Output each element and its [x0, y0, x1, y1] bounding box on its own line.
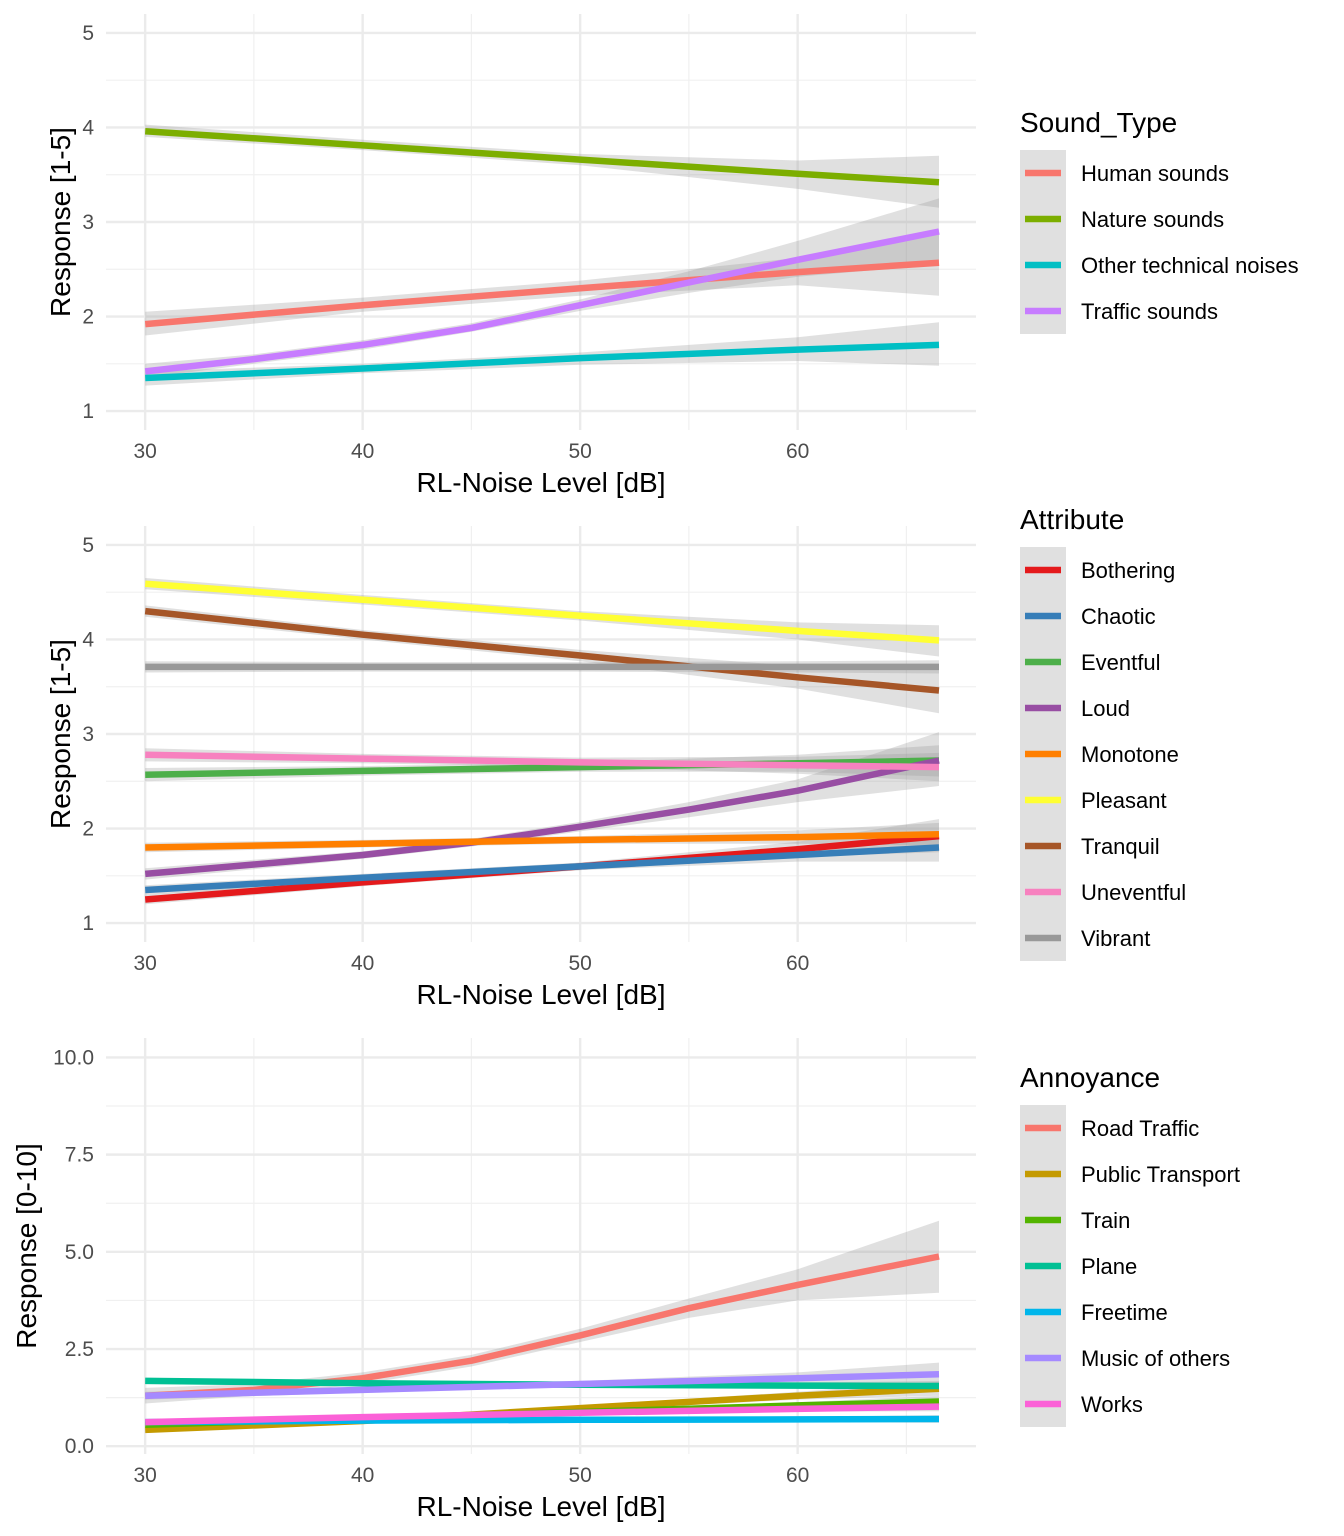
y-tick-label: 1 — [82, 912, 94, 935]
series-line-chaotic — [145, 844, 940, 894]
legend-label-human-sounds: Human sounds — [1081, 161, 1229, 186]
legend-label-freetime: Freetime — [1081, 1300, 1168, 1325]
series-line-music-of-others — [145, 1371, 940, 1399]
chart-panel-1: 30 40 50 60 1 2 3 4 5 RL-Noise Level [dB] Response… — [45, 14, 1299, 498]
legend-label-road-traffic: Road Traffic — [1081, 1116, 1199, 1141]
x-tick-label: 60 — [786, 952, 809, 975]
y-axis-title: Response [0-10] — [11, 1143, 42, 1348]
legend: Annoyance Road Traffic Public Transport Tra… — [1020, 1062, 1240, 1427]
legend-label-other-technical-noises: Other technical noises — [1081, 253, 1299, 278]
legend-label-bothering: Bothering — [1081, 558, 1175, 583]
x-tick-label: 30 — [133, 440, 156, 463]
x-tick-label: 50 — [568, 1464, 591, 1487]
y-tick-label: 5 — [82, 22, 94, 45]
x-tick-label: 50 — [568, 952, 591, 975]
y-tick-label: 3 — [82, 723, 94, 746]
legend-label-train: Train — [1081, 1208, 1130, 1233]
confidence-band-road-traffic — [145, 1220, 939, 1404]
legend-title: Attribute — [1020, 504, 1124, 535]
x-axis-title: RL-Noise Level [dB] — [416, 467, 665, 498]
legend-label-music-of-others: Music of others — [1081, 1346, 1230, 1371]
y-tick-label: 7.5 — [65, 1144, 94, 1167]
legend-label-works: Works — [1081, 1392, 1143, 1417]
x-tick-label: 40 — [351, 440, 374, 463]
legend-label-uneventful: Uneventful — [1081, 880, 1186, 905]
x-tick-label: 50 — [568, 440, 591, 463]
legend-label-loud: Loud — [1081, 696, 1130, 721]
x-tick-label: 60 — [786, 440, 809, 463]
series-line-traffic-sounds — [144, 228, 940, 375]
y-tick-label: 2.5 — [65, 1338, 94, 1361]
series-line-human-sounds — [144, 259, 940, 328]
series-line-tranquil — [144, 607, 940, 694]
chart-panel-2: 30 40 50 60 1 2 3 4 5 RL-Noise Level [dB] Response… — [45, 504, 1186, 1010]
series-line-other-technical-noises — [145, 341, 940, 382]
x-tick-label: 30 — [133, 1464, 156, 1487]
legend-title: Annoyance — [1020, 1062, 1160, 1093]
legend-label-nature-sounds: Nature sounds — [1081, 207, 1224, 232]
series-line-loud — [144, 757, 940, 878]
y-tick-label: 3 — [82, 211, 94, 234]
y-tick-label: 5 — [82, 534, 94, 557]
series-line-road-traffic — [145, 1253, 940, 1399]
y-tick-label: 4 — [82, 628, 94, 651]
y-axis-title: Response [1-5] — [45, 127, 76, 317]
series-line-nature-sounds — [144, 127, 940, 186]
legend-keys-background — [1020, 150, 1066, 334]
x-axis-title: RL-Noise Level [dB] — [416, 1491, 665, 1522]
x-tick-label: 30 — [133, 952, 156, 975]
series-line-pleasant — [144, 580, 940, 644]
legend-label-chaotic: Chaotic — [1081, 604, 1156, 629]
legend: Attribute Bothering Chaotic Eventful Loud Mon… — [1020, 504, 1186, 961]
y-tick-label: 2 — [82, 306, 94, 329]
x-tick-label: 40 — [351, 1464, 374, 1487]
y-tick-label: 10.0 — [53, 1046, 94, 1069]
series-line-eventful — [145, 757, 940, 778]
series-line-works — [145, 1403, 940, 1426]
legend-label-eventful: Eventful — [1081, 650, 1161, 675]
y-tick-label: 4 — [82, 116, 94, 139]
legend-title: Sound_Type — [1020, 107, 1177, 138]
x-tick-label: 60 — [786, 1464, 809, 1487]
legend-label-traffic-sounds: Traffic sounds — [1081, 299, 1218, 324]
legend-label-monotone: Monotone — [1081, 742, 1179, 767]
y-axis-title: Response [1-5] — [45, 639, 76, 829]
y-tick-label: 5.0 — [65, 1241, 94, 1264]
chart-panel-3: 30 40 50 60 0.0 2.5 5.0 7.5 10.0 RL-Noise Level [… — [11, 1038, 1240, 1522]
legend: Sound_Type Human sounds Nature sounds Other… — [1020, 107, 1299, 334]
legend-label-public-transport: Public Transport — [1081, 1162, 1240, 1187]
x-tick-label: 40 — [351, 952, 374, 975]
series-line-uneventful — [145, 751, 940, 771]
legend-label-pleasant: Pleasant — [1081, 788, 1167, 813]
legend-label-tranquil: Tranquil — [1081, 834, 1160, 859]
y-tick-label: 0.0 — [65, 1435, 94, 1458]
legend-label-plane: Plane — [1081, 1254, 1137, 1279]
x-axis-title: RL-Noise Level [dB] — [416, 979, 665, 1010]
series-line-monotone — [145, 830, 940, 851]
y-tick-label: 1 — [82, 400, 94, 423]
legend-label-vibrant: Vibrant — [1081, 926, 1150, 951]
y-tick-label: 2 — [82, 818, 94, 841]
